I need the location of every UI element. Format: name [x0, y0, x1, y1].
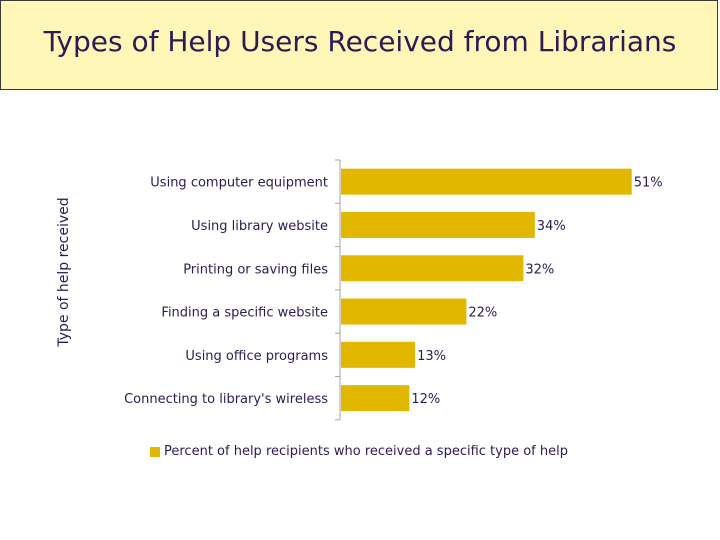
legend: Percent of help recipients who received … [150, 444, 568, 459]
bar [341, 341, 416, 368]
category-label: Using library website [191, 219, 328, 234]
legend-label: Percent of help recipients who received … [164, 444, 568, 459]
category-label: Using computer equipment [150, 176, 328, 191]
chart-title: Types of Help Users Received from Librar… [43, 25, 677, 58]
category-label: Connecting to library's wireless [124, 392, 328, 407]
bar [341, 298, 467, 325]
data-label: 34% [537, 219, 566, 234]
bar [341, 168, 632, 195]
data-label: 51% [634, 176, 663, 191]
category-label: Using office programs [185, 349, 328, 364]
data-label: 32% [525, 262, 554, 277]
data-label: 12% [411, 392, 440, 407]
legend-swatch [150, 446, 160, 457]
bar [341, 255, 524, 282]
category-label: Printing or saving files [183, 262, 328, 277]
bar [341, 211, 535, 238]
title-banner: Types of Help Users Received from Librar… [0, 0, 718, 90]
category-label: Finding a specific website [161, 306, 328, 321]
data-label: 13% [417, 349, 446, 364]
bar [341, 385, 410, 412]
data-label: 22% [468, 306, 497, 321]
